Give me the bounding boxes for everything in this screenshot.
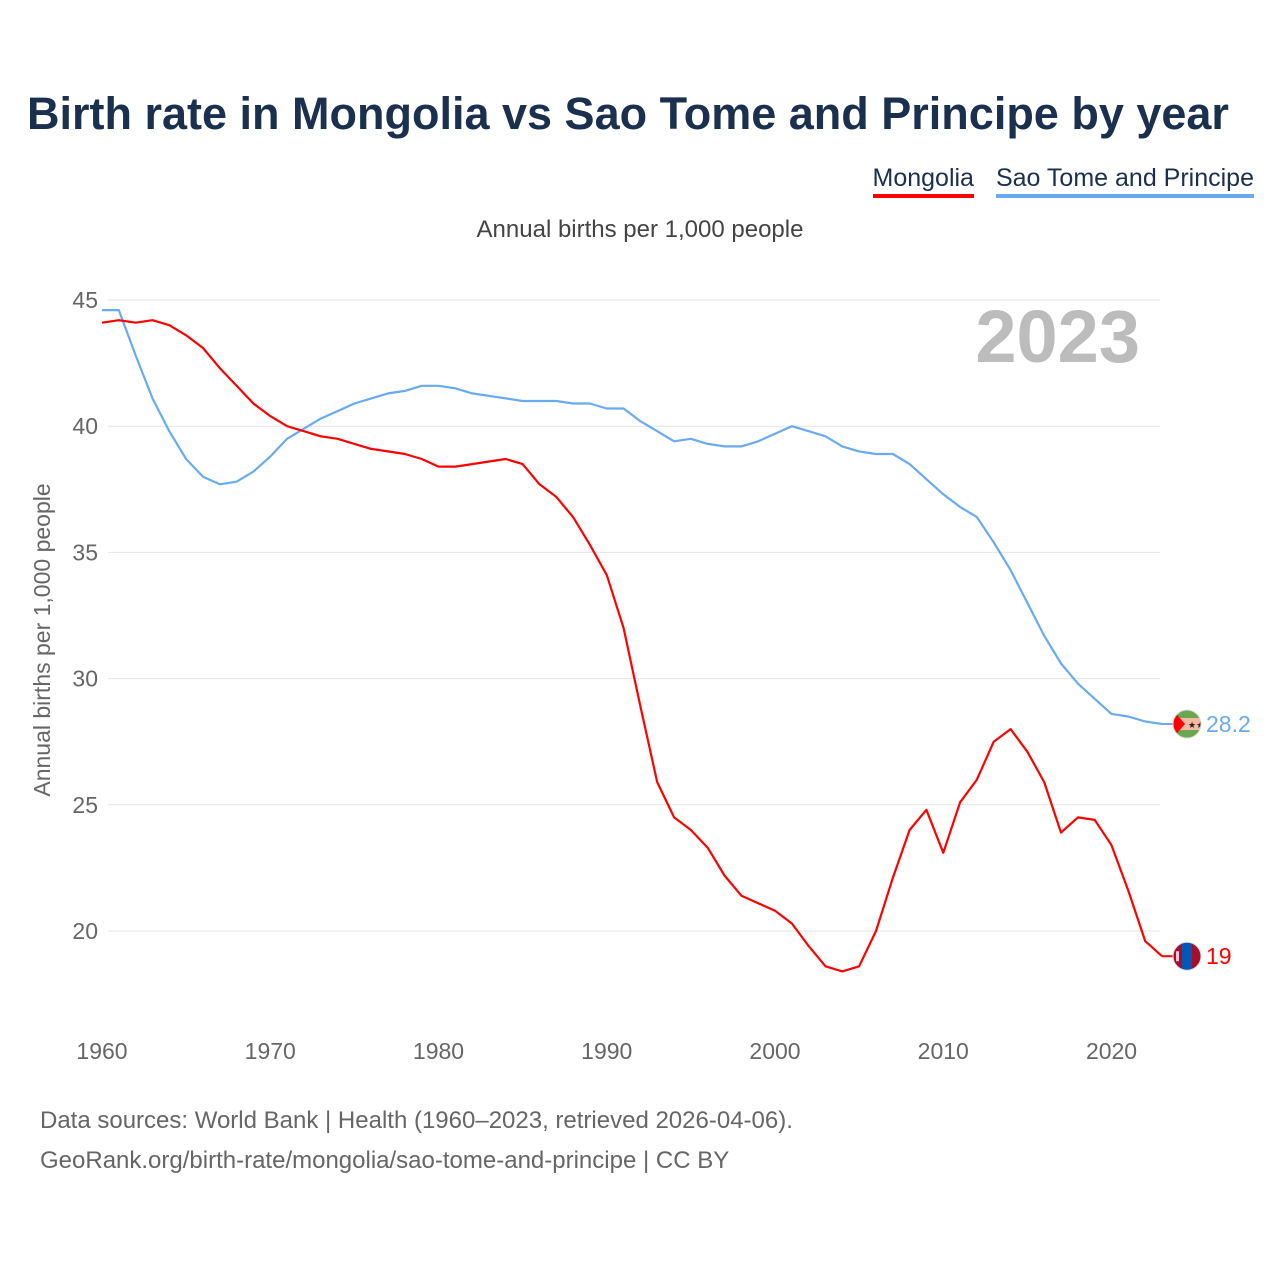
- sao-tome-flag-icon: ★★: [1172, 709, 1204, 739]
- x-tick-label: 1990: [581, 1038, 632, 1064]
- series-line-mongolia: [101, 319, 1163, 973]
- flag-body: ★★: [1173, 710, 1204, 739]
- y-tick-label: 40: [72, 413, 98, 439]
- flag-blue: [1182, 942, 1192, 971]
- legend: Mongolia Sao Tome and Principe: [872, 164, 1254, 198]
- x-tick-label: 1970: [245, 1038, 296, 1064]
- footer-url: GeoRank.org/birth-rate/mongolia/sao-tome…: [40, 1147, 730, 1174]
- x-tick-label: 2020: [1086, 1038, 1137, 1064]
- flag-border: [1172, 709, 1202, 739]
- flag-border: [1172, 941, 1202, 971]
- y-tick-label: 25: [72, 792, 98, 818]
- y-tick-label: 35: [72, 539, 98, 565]
- x-tick-label: 2000: [749, 1038, 800, 1064]
- x-tick-label: 2010: [918, 1038, 969, 1064]
- y-tick-label: 45: [72, 287, 98, 313]
- y-axis-label: Annual births per 1,000 people: [29, 483, 55, 796]
- y-tick-label: 20: [72, 918, 98, 944]
- chart-title: Birth rate in Mongolia vs Sao Tome and P…: [27, 88, 1229, 139]
- footer-sources: Data sources: World Bank | Health (1960–…: [40, 1107, 793, 1134]
- end-value-label: 28.2: [1206, 711, 1251, 737]
- end-value-label: 19: [1206, 943, 1232, 969]
- legend-item-sao-tome[interactable]: Sao Tome and Principe: [995, 164, 1254, 198]
- x-tick-label: 1960: [76, 1038, 127, 1064]
- year-watermark: 2023: [975, 295, 1140, 378]
- x-tick-label: 1980: [413, 1038, 464, 1064]
- mongolia-flag-icon: [1172, 941, 1202, 971]
- flag-stars: ★★: [1188, 720, 1204, 730]
- flag-body: [1173, 942, 1201, 971]
- series-line-sao-tome: [102, 309, 1163, 726]
- legend-item-mongolia[interactable]: Mongolia: [872, 164, 974, 198]
- y-tick-label: 30: [72, 666, 98, 692]
- flag-soyombo: [1176, 951, 1179, 962]
- chart-subtitle: Annual births per 1,000 people: [476, 216, 804, 243]
